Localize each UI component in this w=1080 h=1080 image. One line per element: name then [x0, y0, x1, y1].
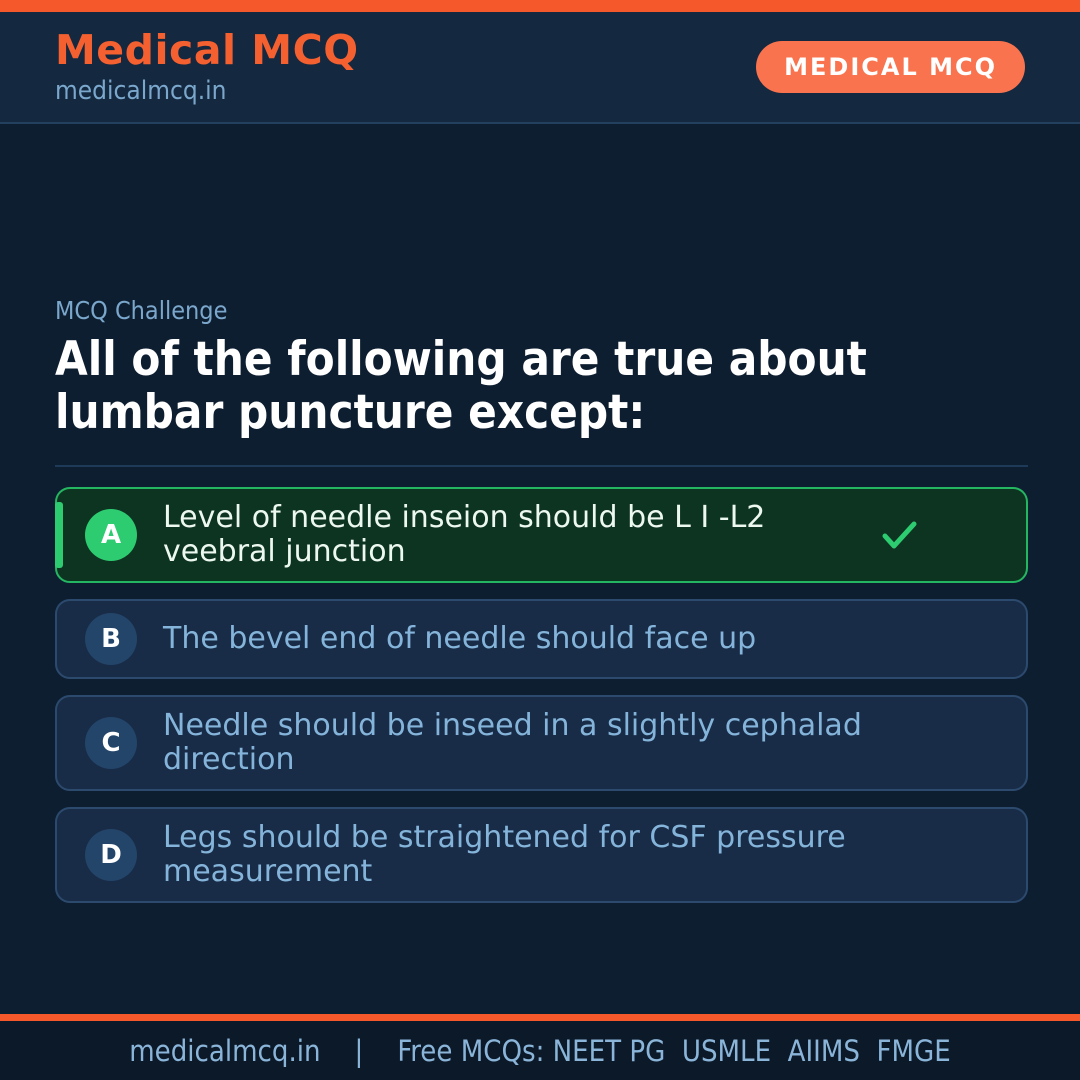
header: Medical MCQ medicalmcq.in MEDICAL MCQ	[0, 12, 1080, 124]
option-c-text: Needle should be inseed in a slightly ce…	[163, 708, 862, 777]
option-b-text: The bevel end of needle should face up	[163, 621, 757, 656]
footer-site: medicalmcq.in	[129, 1033, 321, 1068]
option-d[interactable]: D Legs should be straightened for CSF pr…	[55, 807, 1028, 903]
option-b[interactable]: B The bevel end of needle should face up	[55, 599, 1028, 679]
brand-subtitle: medicalmcq.in	[55, 75, 227, 106]
footer: medicalmcq.in | Free MCQs: NEET PG USMLE…	[0, 1014, 1080, 1080]
option-d-text: Legs should be straightened for CSF pres…	[163, 820, 846, 889]
options-list: A Level of needle inseion should be L I …	[55, 487, 1028, 903]
option-c[interactable]: C Needle should be inseed in a slightly …	[55, 695, 1028, 791]
brand-title: Medical MCQ	[55, 26, 359, 75]
eyebrow-label: MCQ Challenge	[55, 296, 228, 325]
option-b-letter-badge: B	[85, 613, 137, 665]
option-a[interactable]: A Level of needle inseion should be L I …	[55, 487, 1028, 583]
question-divider	[55, 465, 1028, 467]
option-c-letter-badge: C	[85, 717, 137, 769]
option-a-letter-badge: A	[85, 509, 137, 561]
top-accent-bar	[0, 0, 1080, 12]
check-icon	[882, 521, 917, 549]
option-d-letter-badge: D	[85, 829, 137, 881]
correct-accent-bar	[55, 502, 63, 568]
question-title: All of the following are true about lumb…	[55, 332, 867, 440]
brand-block: Medical MCQ medicalmcq.in	[55, 26, 359, 106]
option-a-text: Level of needle inseion should be L I -L…	[163, 500, 766, 569]
footer-tagline: Free MCQs: NEET PG USMLE AIIMS FMGE	[397, 1033, 951, 1068]
question-section: MCQ Challenge All of the following are t…	[0, 124, 1080, 903]
footer-separator: |	[354, 1033, 364, 1068]
brand-badge: MEDICAL MCQ	[756, 41, 1025, 93]
